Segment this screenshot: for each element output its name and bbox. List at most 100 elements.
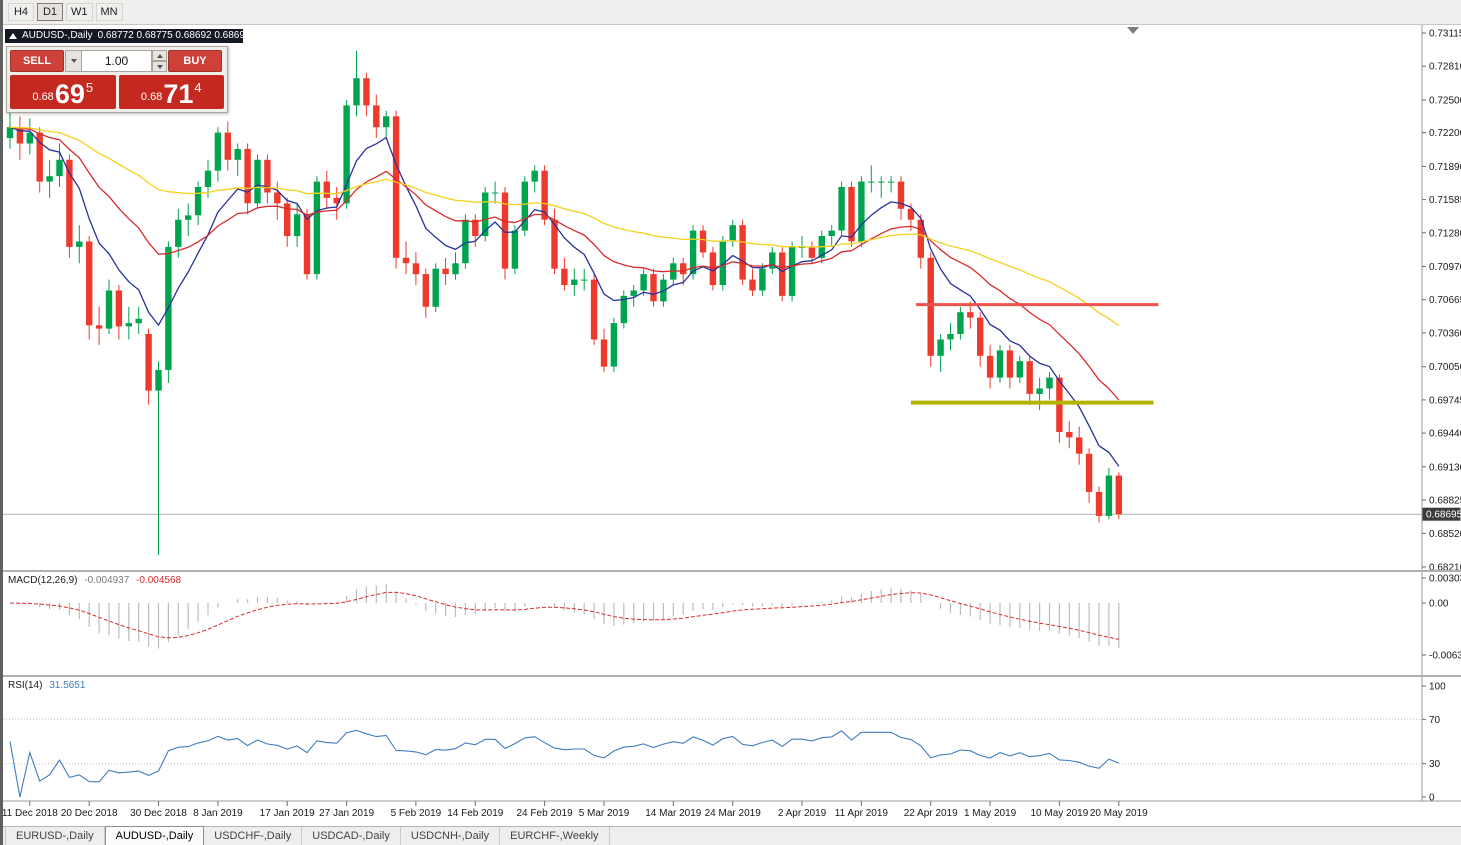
candle-body bbox=[897, 181, 905, 209]
buy-button[interactable]: BUY bbox=[168, 50, 222, 72]
candle-body bbox=[571, 279, 578, 285]
candle-body bbox=[561, 268, 568, 285]
candle-body bbox=[1026, 361, 1033, 394]
candle-body bbox=[204, 170, 212, 187]
candle-body bbox=[1085, 453, 1093, 492]
candle-body bbox=[482, 192, 489, 236]
candle-body bbox=[739, 225, 746, 280]
rsi-name: RSI(14) bbox=[8, 680, 43, 691]
time-axis-label: 17 Jan 2019 bbox=[260, 808, 315, 819]
candle-body bbox=[640, 274, 647, 291]
candle-body bbox=[333, 197, 340, 204]
chart-tab-eurusd[interactable]: EURUSD-,Daily bbox=[5, 827, 105, 845]
candle-body bbox=[125, 323, 132, 327]
time-axis-label: 30 Dec 2018 bbox=[130, 808, 187, 819]
volume-input[interactable] bbox=[82, 50, 152, 72]
buy-price-display[interactable]: 0.68 71 4 bbox=[118, 75, 224, 109]
candle-body bbox=[590, 279, 598, 340]
candle-body bbox=[600, 339, 608, 367]
candle-body bbox=[1006, 350, 1014, 378]
chart-symbol-period: AUDUSD-,Daily bbox=[22, 30, 93, 41]
candle-body bbox=[422, 274, 429, 307]
candle-body bbox=[343, 105, 350, 204]
sell-price-fraction: 5 bbox=[85, 80, 94, 95]
candle-body bbox=[1105, 475, 1113, 516]
time-axis-label: 11 Dec 2018 bbox=[2, 808, 58, 819]
chart-tab-usdchf[interactable]: USDCHF-,Daily bbox=[204, 827, 303, 845]
candle-body bbox=[16, 127, 24, 144]
time-axis-label: 22 Apr 2019 bbox=[904, 808, 958, 819]
time-axis-label: 5 Feb 2019 bbox=[391, 808, 442, 819]
candle-body bbox=[650, 274, 657, 302]
current-price-tag bbox=[1422, 507, 1461, 521]
time-axis-label: 8 Jan 2019 bbox=[193, 808, 243, 819]
candle-body bbox=[848, 187, 855, 242]
candle-body bbox=[254, 159, 261, 204]
chart-tab-usdcad[interactable]: USDCAD-,Daily bbox=[302, 827, 401, 845]
volume-stepper[interactable] bbox=[152, 50, 167, 72]
candle-body bbox=[105, 290, 113, 329]
candle-body bbox=[224, 132, 231, 160]
candle-body bbox=[808, 246, 816, 258]
chart-shift-marker-icon[interactable] bbox=[1127, 27, 1139, 34]
chart-tab-eurchf[interactable]: EURCHF-,Weekly bbox=[500, 827, 610, 845]
chart-tab-usdcnh[interactable]: USDCNH-,Daily bbox=[401, 827, 501, 845]
price-scale-label: 0.71585 bbox=[1429, 195, 1461, 206]
time-axis-label: 5 Mar 2019 bbox=[579, 808, 630, 819]
candle-body bbox=[986, 355, 994, 378]
rsi-scale-label: 30 bbox=[1429, 759, 1441, 770]
candle-body bbox=[36, 132, 43, 182]
timeframe-h4-button[interactable]: H4 bbox=[8, 3, 34, 21]
time-axis[interactable]: 11 Dec 2018 20 Dec 2018 30 Dec 2018 8 Jan 2… bbox=[0, 800, 1461, 819]
candle-body bbox=[26, 132, 33, 144]
macd-pane[interactable] bbox=[9, 584, 1120, 649]
candle-body bbox=[145, 334, 152, 391]
buy-price-fraction: 4 bbox=[194, 80, 202, 95]
timeframe-w1-button[interactable]: W1 bbox=[66, 3, 93, 21]
candle-body bbox=[620, 295, 627, 324]
timeframe-d1-button[interactable]: D1 bbox=[37, 3, 63, 21]
candle-body bbox=[115, 290, 123, 327]
stepper-up-button[interactable] bbox=[152, 50, 167, 61]
candle-body bbox=[610, 323, 618, 367]
one-click-price-row: 0.68 69 5 0.68 71 4 bbox=[10, 75, 224, 109]
candle-body bbox=[531, 170, 538, 182]
candle-body bbox=[581, 279, 588, 281]
main-price-pane[interactable] bbox=[0, 51, 1422, 555]
chart-icon bbox=[9, 33, 17, 39]
candle-body bbox=[798, 246, 806, 248]
time-axis-label: 11 Apr 2019 bbox=[835, 808, 889, 819]
timeframe-mn-button[interactable]: MN bbox=[95, 3, 123, 21]
candle-body bbox=[729, 225, 736, 242]
candle-body bbox=[521, 181, 528, 231]
candle-body bbox=[1036, 388, 1043, 394]
ma-55-line bbox=[9, 126, 1120, 327]
sell-price-display[interactable]: 0.68 69 5 bbox=[10, 75, 116, 109]
candle-body bbox=[234, 148, 241, 160]
candle-body bbox=[303, 214, 311, 275]
candle-body bbox=[1016, 361, 1023, 378]
chart-title-bar[interactable]: AUDUSD-,Daily 0.68772 0.68775 0.68692 0.… bbox=[5, 29, 251, 43]
ma-8-line bbox=[9, 126, 1120, 467]
candle-body bbox=[878, 181, 885, 183]
rsi-label: RSI(14) 31.5651 bbox=[8, 680, 85, 691]
stepper-down-button[interactable] bbox=[152, 61, 167, 72]
candle-body bbox=[719, 241, 726, 285]
sell-button[interactable]: SELL bbox=[10, 50, 64, 72]
candle-body bbox=[917, 219, 924, 258]
candle-body bbox=[957, 312, 964, 334]
order-type-dropdown[interactable] bbox=[65, 50, 82, 72]
candle-body bbox=[56, 159, 63, 177]
rsi-pane[interactable] bbox=[0, 718, 1422, 798]
candle-body bbox=[383, 116, 390, 128]
chart-tab-audusd[interactable]: AUDUSD-,Daily bbox=[104, 826, 205, 845]
candle-body bbox=[779, 252, 786, 296]
macd-scale-label: 0.00 bbox=[1429, 599, 1449, 610]
